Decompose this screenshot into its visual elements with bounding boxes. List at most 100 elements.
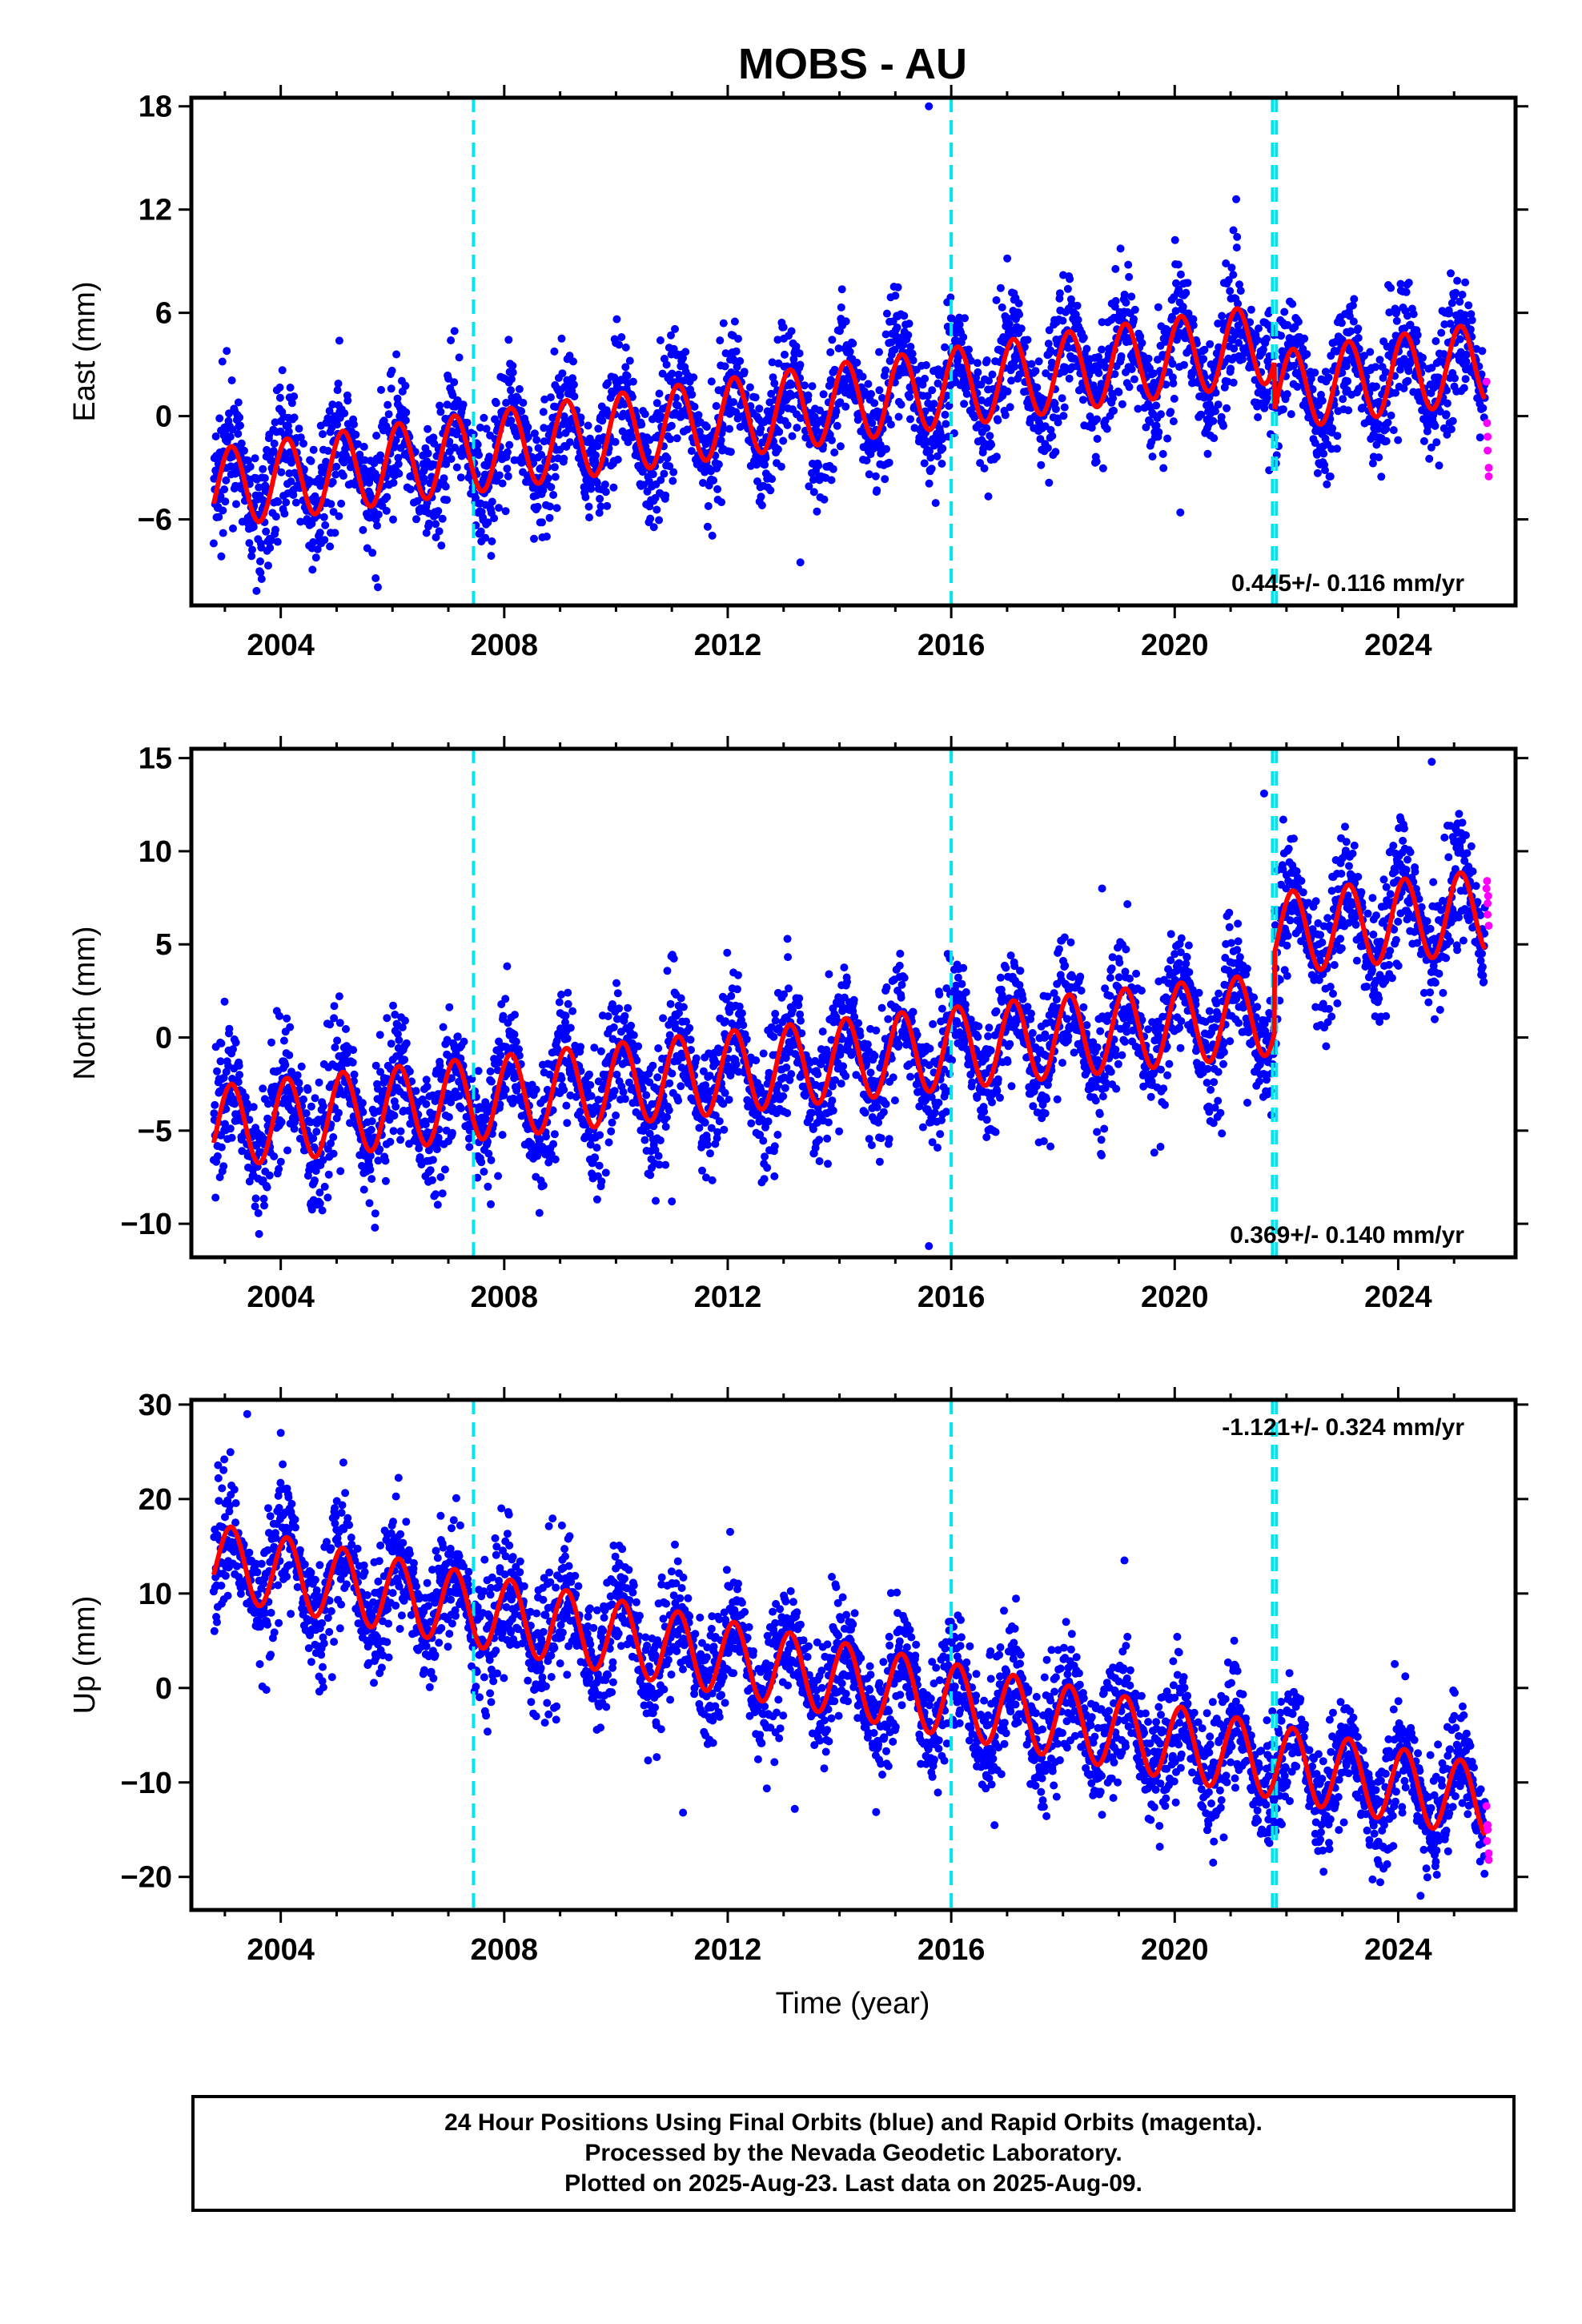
data-point bbox=[976, 459, 985, 468]
data-point bbox=[608, 1118, 616, 1127]
data-point bbox=[1247, 305, 1255, 314]
data-point bbox=[610, 1087, 619, 1096]
data-point bbox=[1222, 259, 1231, 267]
data-point bbox=[1326, 472, 1335, 480]
data-point bbox=[795, 349, 804, 358]
data-point bbox=[1094, 352, 1102, 361]
data-point bbox=[669, 468, 678, 476]
data-point bbox=[275, 393, 284, 402]
data-point bbox=[576, 413, 585, 422]
data-point bbox=[1006, 403, 1014, 412]
data-point bbox=[699, 479, 707, 487]
data-point bbox=[576, 1043, 585, 1051]
data-point bbox=[1387, 411, 1395, 420]
data-point bbox=[524, 423, 532, 432]
data-point bbox=[708, 531, 717, 540]
data-point bbox=[982, 356, 991, 364]
data-point bbox=[941, 343, 950, 352]
data-point bbox=[333, 386, 342, 395]
data-point bbox=[625, 356, 634, 365]
data-point bbox=[1318, 396, 1327, 405]
data-point bbox=[1092, 457, 1101, 466]
data-point bbox=[1159, 464, 1168, 472]
data-point bbox=[507, 375, 516, 384]
data-point bbox=[665, 1031, 674, 1039]
data-point bbox=[495, 504, 503, 513]
data-point bbox=[219, 506, 227, 515]
data-point bbox=[539, 486, 548, 495]
data-point bbox=[257, 543, 266, 552]
data-point bbox=[569, 357, 577, 366]
data-point bbox=[460, 1037, 468, 1046]
data-point bbox=[1170, 394, 1178, 403]
data-point bbox=[882, 444, 890, 453]
data-point bbox=[401, 381, 410, 390]
data-point bbox=[905, 320, 913, 328]
data-point bbox=[1224, 275, 1233, 284]
data-point bbox=[1255, 324, 1263, 333]
data-point bbox=[596, 494, 604, 503]
data-point bbox=[436, 1172, 445, 1181]
data-point bbox=[1344, 406, 1353, 415]
data-point bbox=[941, 410, 950, 419]
data-point bbox=[383, 400, 392, 409]
data-point bbox=[545, 513, 554, 522]
data-point bbox=[490, 514, 499, 523]
data-point bbox=[1333, 444, 1341, 453]
data-point bbox=[287, 399, 296, 408]
data-point bbox=[235, 1071, 244, 1080]
data-point bbox=[394, 460, 403, 468]
data-point bbox=[329, 508, 338, 517]
data-point bbox=[1223, 404, 1231, 412]
data-point bbox=[1409, 310, 1418, 319]
data-point bbox=[311, 553, 320, 562]
data-point bbox=[595, 1161, 604, 1170]
data-point bbox=[1130, 315, 1138, 324]
data-point bbox=[853, 358, 861, 367]
data-point bbox=[1130, 305, 1139, 314]
data-point bbox=[257, 575, 266, 583]
data-point bbox=[1354, 334, 1363, 342]
data-point bbox=[864, 380, 873, 388]
data-point bbox=[921, 361, 930, 369]
data-point bbox=[232, 500, 240, 509]
data-point bbox=[663, 967, 672, 975]
data-point bbox=[655, 516, 664, 525]
data-point bbox=[1210, 434, 1219, 443]
data-point bbox=[1293, 383, 1302, 391]
data-point bbox=[336, 1167, 345, 1176]
data-point bbox=[1277, 332, 1286, 340]
data-point bbox=[959, 333, 968, 341]
data-point bbox=[1382, 436, 1391, 445]
data-point bbox=[1066, 275, 1074, 283]
data-point bbox=[781, 350, 789, 359]
data-point bbox=[829, 464, 837, 473]
data-point bbox=[671, 324, 679, 333]
data-point bbox=[1288, 300, 1297, 308]
data-point bbox=[494, 1172, 503, 1180]
data-point bbox=[401, 416, 410, 424]
data-point bbox=[1152, 401, 1161, 410]
data-point bbox=[433, 1200, 442, 1209]
data-point bbox=[252, 586, 261, 595]
data-point bbox=[652, 505, 661, 514]
data-point bbox=[280, 509, 289, 518]
data-point bbox=[788, 432, 797, 440]
data-point bbox=[260, 1201, 268, 1210]
data-point bbox=[714, 460, 723, 468]
data-point bbox=[532, 436, 541, 444]
data-point bbox=[229, 524, 237, 533]
data-point bbox=[873, 486, 881, 495]
data-point bbox=[689, 373, 698, 382]
data-point bbox=[692, 1054, 701, 1063]
data-point bbox=[1110, 370, 1119, 379]
data-point bbox=[587, 1092, 596, 1100]
data-point bbox=[507, 386, 515, 395]
data-point bbox=[730, 317, 739, 326]
data-point bbox=[1111, 264, 1120, 273]
data-point bbox=[475, 451, 484, 460]
data-point bbox=[801, 381, 809, 390]
data-point bbox=[585, 1070, 593, 1079]
data-point bbox=[787, 327, 796, 336]
data-point bbox=[1389, 426, 1398, 435]
